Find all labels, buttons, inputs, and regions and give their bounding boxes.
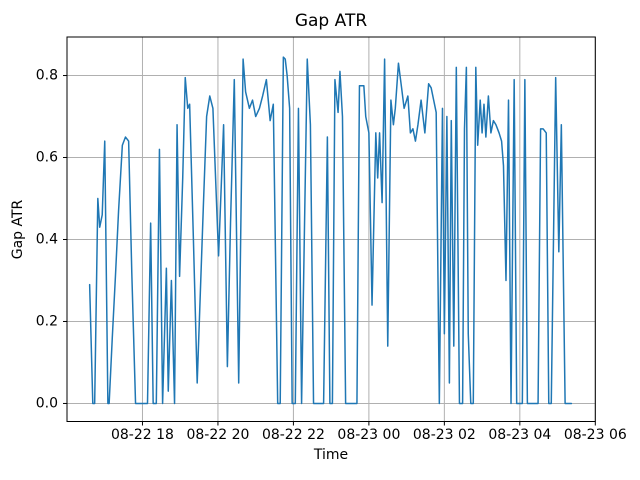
y-axis-label: Gap ATR [10, 199, 26, 259]
x-tick-label: 08-22 18 [111, 427, 174, 443]
x-tick-label: 08-22 22 [262, 427, 325, 443]
x-tick-label: 08-22 20 [186, 427, 249, 443]
tick-marks [63, 75, 596, 426]
data-line [88, 56, 573, 405]
x-tick-label: 08-23 04 [488, 427, 551, 443]
x-tick-label: 08-23 00 [337, 427, 400, 443]
x-tick-label: 08-23 06 [564, 427, 627, 443]
y-tick-label: 0.0 [36, 395, 58, 411]
y-tick-labels: 0.0 0.2 0.4 0.6 0.8 [36, 68, 58, 412]
chart-title: Gap ATR [295, 11, 367, 31]
y-tick-label: 0.2 [36, 313, 58, 329]
y-tick-label: 0.6 [36, 150, 58, 166]
plot-frame [66, 36, 596, 422]
x-tick-label: 08-23 02 [413, 427, 476, 443]
x-tick-labels: 08-22 18 08-22 20 08-22 22 08-23 00 08-23 02… [111, 427, 627, 443]
y-tick-label: 0.4 [36, 231, 58, 247]
x-axis-label: Time [313, 447, 348, 463]
y-tick-label: 0.8 [36, 68, 58, 84]
